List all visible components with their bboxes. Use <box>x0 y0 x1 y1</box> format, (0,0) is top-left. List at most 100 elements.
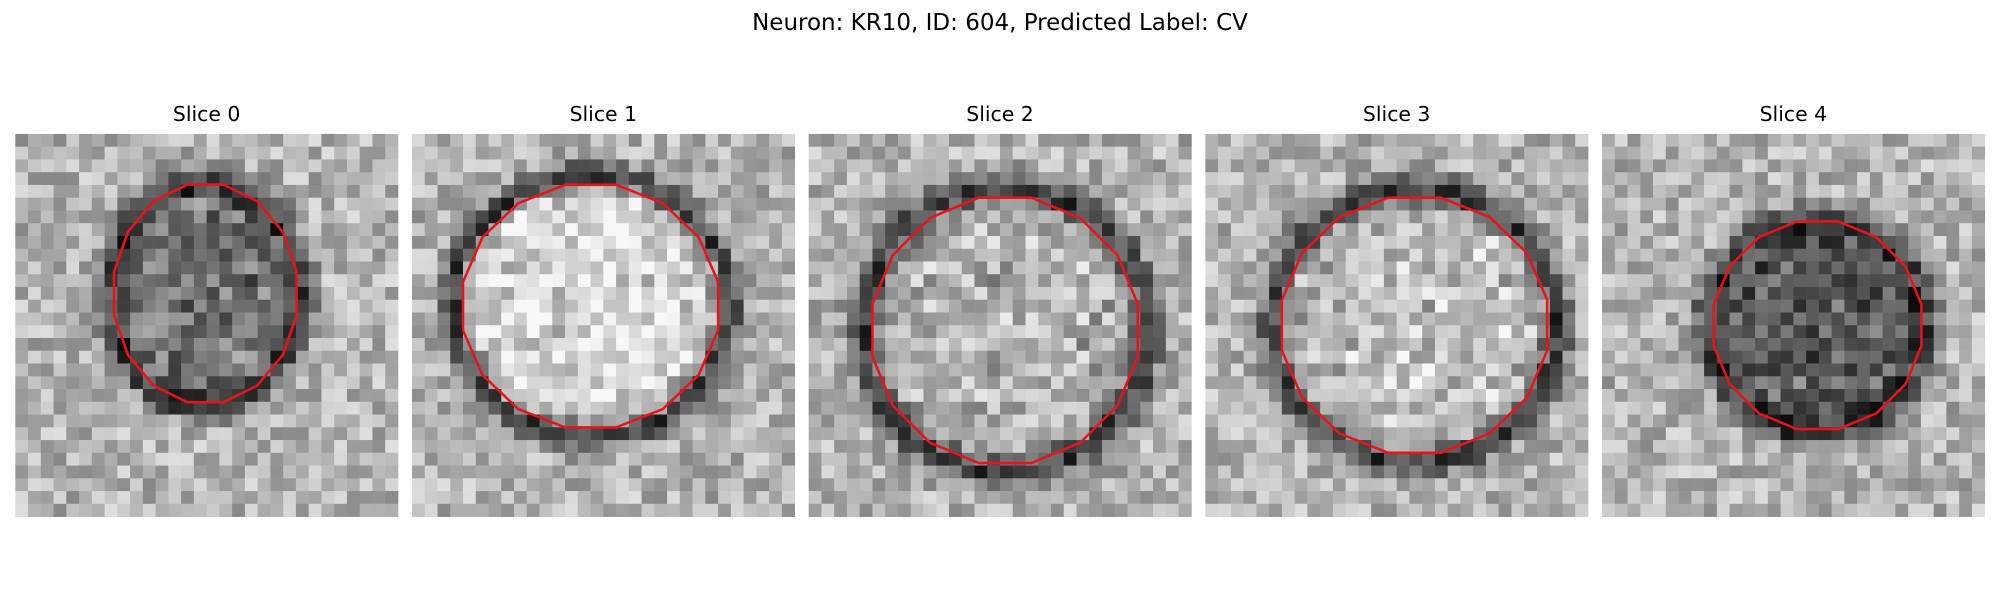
pixel <box>1971 427 1986 441</box>
pixel <box>718 235 732 250</box>
pixel <box>603 440 617 454</box>
pixel <box>743 325 757 339</box>
pixel <box>565 427 579 441</box>
pixel <box>475 491 489 505</box>
pixel <box>552 401 566 415</box>
pixel <box>488 478 502 492</box>
pixel <box>1358 159 1372 173</box>
pixel <box>1165 338 1179 352</box>
pixel <box>28 350 42 364</box>
pixel <box>168 197 182 211</box>
pixel <box>1473 440 1487 454</box>
pixel <box>1038 427 1052 441</box>
pixel <box>1307 248 1321 262</box>
pixel <box>1882 427 1896 441</box>
pixel <box>1716 465 1730 479</box>
pixel <box>270 312 284 326</box>
pixel <box>1933 414 1947 428</box>
pixel <box>1205 235 1219 250</box>
pixel <box>1704 503 1718 517</box>
pixel <box>104 491 118 505</box>
pixel <box>987 299 1001 313</box>
pixel <box>885 452 899 466</box>
pixel <box>411 159 426 173</box>
pixel <box>1485 133 1500 148</box>
pixel <box>308 197 322 211</box>
pixel <box>1127 223 1141 237</box>
pixel <box>1409 299 1423 313</box>
pixel <box>948 503 963 517</box>
pixel <box>1140 478 1154 492</box>
pixel <box>679 184 693 199</box>
pixel <box>1665 299 1679 313</box>
pixel <box>40 503 54 517</box>
pixel <box>450 133 464 148</box>
pixel <box>1012 338 1026 352</box>
pixel <box>155 338 169 352</box>
pixel <box>1434 210 1449 224</box>
pixel <box>1051 363 1065 377</box>
pixel <box>692 286 706 301</box>
pixel <box>641 261 655 275</box>
pixel <box>1127 452 1141 466</box>
pixel <box>321 312 335 326</box>
pixel <box>1895 184 1909 199</box>
pixel <box>730 133 744 148</box>
pixel <box>206 414 220 428</box>
pixel <box>411 376 426 390</box>
pixel <box>808 133 822 148</box>
pixel <box>885 210 899 224</box>
pixel <box>1857 363 1871 377</box>
pixel <box>501 312 515 326</box>
pixel <box>1371 376 1385 390</box>
pixel <box>232 338 246 352</box>
pixel <box>155 325 169 339</box>
pixel <box>130 146 144 160</box>
pixel <box>1102 248 1116 262</box>
pixel <box>1051 210 1065 224</box>
pixel <box>91 274 105 288</box>
pixel <box>1460 338 1474 352</box>
pixel <box>1575 235 1589 250</box>
pixel <box>1806 261 1820 275</box>
pixel <box>1614 338 1628 352</box>
pixel <box>1269 274 1283 288</box>
pixel <box>488 503 502 517</box>
pixel <box>1127 197 1141 211</box>
pixel <box>308 414 322 428</box>
pixel <box>270 223 284 237</box>
contour <box>1712 220 1923 431</box>
pixel <box>603 299 617 313</box>
pixel <box>1857 159 1871 173</box>
pixel <box>603 286 617 301</box>
pixel <box>1025 427 1039 441</box>
pixel <box>168 363 182 377</box>
pixel <box>1959 325 1973 339</box>
pixel <box>488 146 502 160</box>
pixel <box>577 401 591 415</box>
pixel <box>346 286 361 301</box>
pixel <box>79 478 93 492</box>
pixel <box>359 184 373 199</box>
pixel <box>539 350 553 364</box>
pixel <box>910 363 924 377</box>
pixel <box>1716 427 1730 441</box>
pixel <box>743 363 757 377</box>
pixel <box>1025 172 1039 186</box>
pixel <box>1383 427 1398 441</box>
pixel <box>885 376 899 390</box>
pixel <box>1678 299 1692 313</box>
pixel <box>872 184 886 199</box>
pixel <box>821 350 835 364</box>
pixel <box>769 389 783 403</box>
pixel <box>1205 184 1219 199</box>
pixel <box>1729 478 1743 492</box>
pixel <box>1153 478 1167 492</box>
pixel <box>295 325 310 339</box>
pixel <box>1729 350 1743 364</box>
pixel <box>206 452 220 466</box>
pixel <box>295 440 310 454</box>
pixel <box>1971 210 1986 224</box>
pixel <box>1076 184 1090 199</box>
pixel <box>565 299 579 313</box>
